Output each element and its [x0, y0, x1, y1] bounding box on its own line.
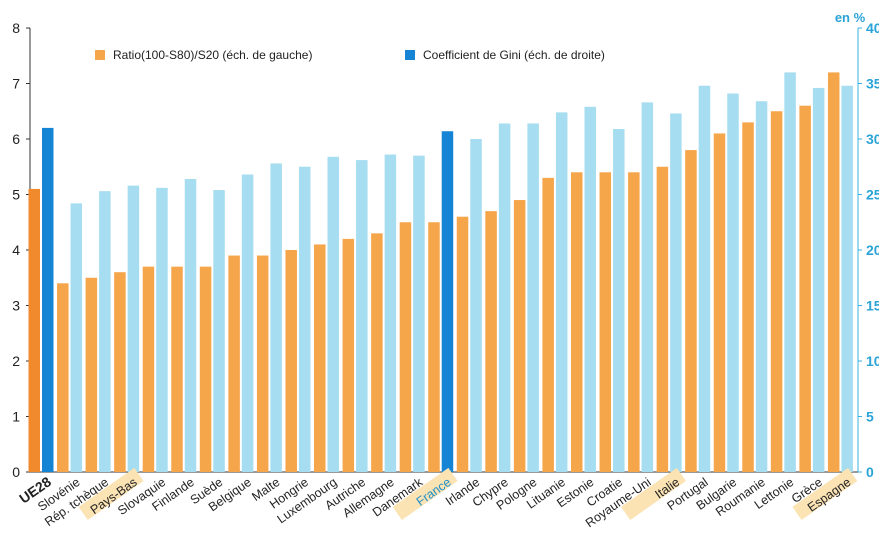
- right-tick-label: 25: [866, 187, 879, 203]
- bar-ratio: [485, 211, 497, 472]
- category-highlight: [792, 467, 858, 520]
- bar-gini: [441, 131, 454, 473]
- bar-gini: [812, 87, 825, 472]
- bar-gini: [727, 93, 739, 473]
- bar-gini: [470, 139, 482, 472]
- bar-ratio: [742, 122, 754, 472]
- bar-ratio: [656, 166, 669, 472]
- bar-ratio: [399, 222, 412, 472]
- right-tick-label: 15: [866, 298, 879, 314]
- right-tick-label: 20: [866, 242, 879, 258]
- bar-ratio: [57, 283, 69, 472]
- bar-gini: [527, 123, 539, 473]
- left-tick-label: 4: [12, 242, 20, 258]
- right-tick-label: 10: [866, 353, 879, 369]
- bar-ratio: [142, 266, 155, 472]
- bar-ratio: [114, 272, 126, 472]
- left-tick-label: 8: [12, 20, 20, 36]
- bar-gini: [384, 154, 397, 473]
- category-highlight: [621, 467, 686, 520]
- left-tick-label: 6: [12, 131, 20, 147]
- bar-ratio: [285, 250, 297, 472]
- bar-gini: [413, 155, 425, 472]
- bar-ratio: [542, 177, 554, 472]
- bar-gini: [184, 178, 197, 472]
- bar-gini: [584, 106, 596, 472]
- legend-label-gini: Coefficient de Gini (éch. de droite): [423, 48, 605, 62]
- bar-ratio: [628, 172, 640, 473]
- legend-swatch-ratio: [95, 50, 105, 60]
- right-tick-label: 5: [866, 409, 874, 425]
- bar-ratio: [570, 172, 583, 473]
- bar-ratio: [456, 216, 469, 472]
- right-tick-label: 0: [866, 464, 874, 480]
- left-tick-label: 1: [12, 409, 20, 425]
- bar-ratio: [685, 150, 697, 472]
- bar-ratio: [228, 255, 240, 472]
- bar-gini: [698, 85, 711, 472]
- bar-ratio: [28, 188, 40, 472]
- bar-ratio: [599, 172, 612, 473]
- bar-ratio: [513, 200, 526, 473]
- bar-ratio: [85, 277, 98, 472]
- bar-ratio: [171, 266, 183, 472]
- bar-ratio: [342, 238, 355, 472]
- bar-gini: [613, 129, 625, 472]
- bar-gini: [498, 123, 511, 473]
- bar-gini: [841, 85, 853, 472]
- right-tick-label: 35: [866, 76, 879, 92]
- bar-gini: [356, 160, 368, 472]
- legend-swatch-gini: [405, 50, 415, 60]
- bar-ratio: [799, 105, 811, 472]
- right-axis: en % 0 5 10 15 20 25 30 35 40: [835, 10, 879, 480]
- right-axis-unit: en %: [835, 10, 866, 25]
- bar-gini: [99, 191, 111, 473]
- legend: Ratio(100-S80)/S20 (éch. de gauche) Coef…: [95, 48, 605, 62]
- bar-gini: [241, 174, 254, 472]
- bar-gini: [641, 102, 654, 473]
- bar-ratio: [199, 266, 212, 472]
- bar-ratio: [314, 244, 326, 472]
- bar-gini: [755, 101, 768, 472]
- left-tick-label: 2: [12, 353, 20, 369]
- bars-group: [28, 72, 853, 473]
- right-tick-label: 40: [866, 20, 879, 36]
- right-tick-label: 30: [866, 131, 879, 147]
- bar-ratio: [770, 111, 783, 472]
- category-highlight: [78, 467, 144, 520]
- left-tick-label: 3: [12, 298, 20, 314]
- legend-label-ratio: Ratio(100-S80)/S20 (éch. de gauche): [113, 48, 312, 62]
- bar-gini: [213, 190, 225, 472]
- bar-gini: [70, 203, 83, 472]
- category-highlight: [392, 467, 458, 520]
- bar-gini: [327, 156, 340, 472]
- bar-gini: [670, 113, 682, 472]
- bar-gini: [127, 185, 140, 472]
- bar-ratio: [371, 233, 383, 472]
- left-tick-label: 7: [12, 76, 20, 92]
- bar-gini: [42, 127, 54, 473]
- bar-ratio: [713, 133, 726, 472]
- left-tick-label: 5: [12, 187, 20, 203]
- bar-gini: [555, 112, 568, 473]
- bar-ratio: [428, 222, 440, 472]
- bar-gini: [270, 163, 282, 473]
- bar-gini: [298, 166, 311, 472]
- bar-gini: [784, 72, 796, 473]
- left-tick-label: 0: [12, 464, 20, 480]
- bar-ratio: [256, 255, 269, 472]
- bar-gini: [156, 187, 168, 472]
- bar-ratio: [827, 72, 840, 473]
